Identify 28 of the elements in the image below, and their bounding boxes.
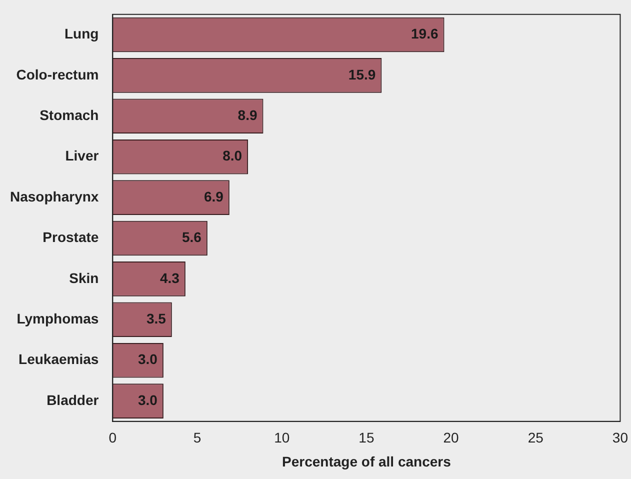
y-tick-label: Colo-rectum (16, 66, 99, 82)
data-label: 8.0 (222, 148, 242, 164)
y-tick-label: Nasopharynx (10, 188, 99, 204)
data-label: 3.0 (138, 392, 158, 408)
y-tick-label: Stomach (40, 107, 99, 124)
y-tick-label: Leukaemias (18, 351, 99, 368)
y-tick-label: Lung (64, 26, 99, 42)
data-label: 19.6 (411, 26, 438, 42)
y-tick-label: Prostate (42, 229, 99, 246)
y-tick-label: Liver (65, 148, 100, 164)
x-tick-label: 30 (612, 430, 628, 446)
x-tick-label: 15 (358, 430, 374, 446)
data-label: 3.0 (138, 351, 158, 368)
data-label: 5.6 (182, 229, 202, 246)
data-label: 6.9 (204, 188, 224, 204)
x-tick-label: 10 (274, 430, 290, 446)
x-tick-label: 5 (193, 430, 202, 446)
data-label: 8.9 (238, 107, 258, 124)
data-label: 3.5 (146, 310, 166, 327)
y-tick-label: Bladder (46, 392, 100, 408)
x-tick-label: 25 (528, 430, 544, 446)
x-axis-title: Percentage of all cancers (282, 453, 452, 470)
data-label: 15.9 (348, 66, 376, 82)
x-tick-label: 20 (443, 430, 460, 446)
y-tick-label: Skin (69, 270, 99, 286)
data-label: 4.3 (160, 270, 180, 286)
y-tick-label: Lymphomas (16, 310, 99, 327)
x-tick-label: 0 (108, 430, 117, 446)
